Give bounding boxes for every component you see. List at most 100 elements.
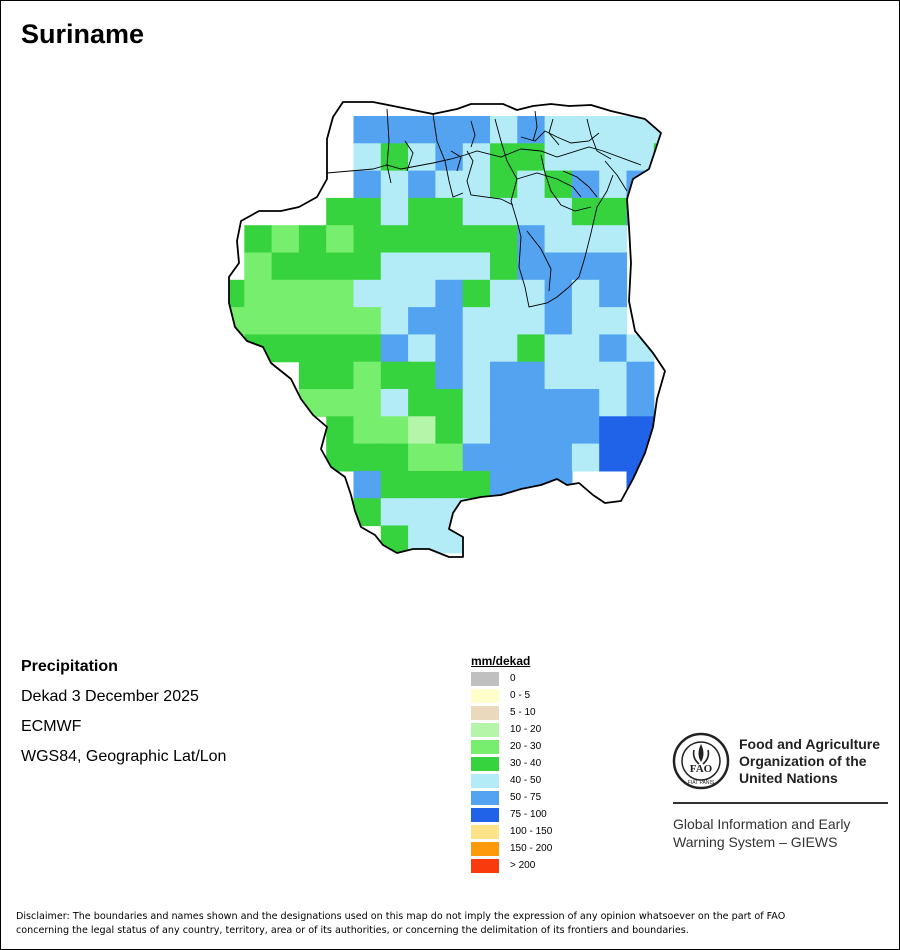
- grid-cell: [599, 225, 628, 254]
- grid-cell: [653, 470, 665, 499]
- grid-cell: [462, 416, 491, 445]
- grid-cell: [298, 334, 327, 363]
- grid-cell: [599, 252, 628, 281]
- grid-cell: [517, 334, 546, 363]
- disclaimer-line: concerning the legal status of any count…: [16, 925, 689, 936]
- grid-cell: [326, 389, 355, 417]
- projection-label: WGS84, Geographic Lat/Lon: [21, 748, 227, 765]
- grid-cell: [490, 361, 518, 390]
- grid-cell: [298, 225, 327, 254]
- grid-cell: [626, 443, 655, 472]
- grid-cell: [599, 279, 628, 308]
- grid-cell: [326, 225, 355, 254]
- grid-cell: [681, 143, 709, 171]
- grid-cell: [353, 470, 382, 499]
- grid-cell: [517, 361, 546, 390]
- grid-cell: [408, 197, 436, 226]
- grid-cell: [517, 443, 546, 472]
- grid-cell: [544, 334, 573, 363]
- grid-cell: [626, 361, 655, 390]
- precipitation-grid: [229, 116, 709, 554]
- grid-cell: [271, 279, 300, 308]
- grid-cell: [326, 334, 355, 363]
- legend-label: > 200: [510, 860, 536, 871]
- grid-cell: [408, 225, 436, 254]
- grid-cell: [380, 389, 409, 417]
- legend-label: 50 - 75: [510, 792, 542, 803]
- grid-cell: [408, 389, 436, 417]
- legend-swatch: [471, 791, 499, 805]
- grid-cell: [462, 334, 491, 363]
- grid-cell: [544, 307, 573, 335]
- grid-cell: [326, 197, 355, 226]
- grid-cell: [435, 279, 464, 308]
- grid-cell: [380, 470, 409, 499]
- grid-cell: [244, 225, 273, 254]
- grid-cell: [490, 197, 518, 226]
- grid-cell: [462, 143, 491, 172]
- grid-cell: [408, 498, 436, 527]
- grid-cell: [353, 361, 382, 390]
- grid-cell: [490, 416, 518, 445]
- grid-cell: [599, 416, 628, 445]
- grid-cell: [571, 252, 600, 281]
- grid-cell: [462, 197, 491, 226]
- grid-cell: [380, 416, 409, 445]
- grid-cell: [435, 225, 464, 254]
- grid-cell: [353, 443, 382, 472]
- grid-cell: [435, 116, 464, 144]
- grid-cell: [380, 252, 409, 281]
- grid-cell: [599, 116, 628, 144]
- grid-cell: [571, 361, 600, 390]
- legend-label: 0 - 5: [510, 690, 531, 701]
- period-label: Dekad 3 December 2025: [21, 688, 199, 705]
- grid-cell: [353, 389, 382, 417]
- grid-cell: [653, 143, 665, 172]
- legend-swatch: [471, 740, 499, 754]
- grid-cell: [298, 279, 327, 308]
- grid-cell: [326, 416, 355, 445]
- grid-cell: [244, 307, 273, 335]
- grid-cell: [380, 143, 409, 172]
- grid-cell: [326, 361, 355, 390]
- legend-label: 30 - 40: [510, 758, 542, 769]
- grid-cell: [517, 143, 546, 172]
- grid-cell: [229, 279, 245, 308]
- grid-cell: [571, 197, 600, 226]
- grid-cell: [353, 197, 382, 226]
- grid-cell: [571, 307, 600, 335]
- grid-cell: [490, 307, 518, 335]
- grid-cell: [490, 143, 518, 172]
- giews-name: Global Information and Early Warning Sys…: [673, 815, 850, 851]
- grid-cell: [544, 116, 573, 144]
- grid-cell: [298, 252, 327, 281]
- grid-cell: [353, 225, 382, 254]
- grid-cell: [544, 389, 573, 417]
- legend-swatch: [471, 706, 499, 720]
- grid-cell: [544, 361, 573, 390]
- grid-cell: [435, 307, 464, 335]
- grid-cell: [435, 389, 464, 417]
- grid-cell: [298, 307, 327, 335]
- grid-cell: [544, 143, 573, 172]
- grid-cell: [380, 525, 409, 554]
- grid-cell: [435, 470, 464, 499]
- grid-cell: [544, 416, 573, 445]
- grid-cell: [244, 279, 273, 308]
- fao-name-line: Organization of the: [739, 753, 867, 769]
- grid-cell: [490, 279, 518, 308]
- grid-cell: [408, 307, 436, 335]
- grid-cell: [490, 443, 518, 472]
- fao-logo-text: FAO: [690, 763, 713, 775]
- map-title: Suriname: [21, 19, 145, 49]
- grid-cell: [517, 279, 546, 308]
- grid-cell: [271, 225, 300, 254]
- disclaimer-line: Disclaimer: The boundaries and names sho…: [16, 911, 786, 922]
- legend-swatch: [471, 723, 499, 737]
- grid-cell: [408, 361, 436, 390]
- grid-cell: [326, 252, 355, 281]
- fao-logo-motto: FIAT PANIS: [688, 780, 715, 786]
- legend-title: mm/dekad: [471, 654, 531, 668]
- grid-cell: [599, 307, 628, 335]
- district-boundaries: [326, 108, 642, 308]
